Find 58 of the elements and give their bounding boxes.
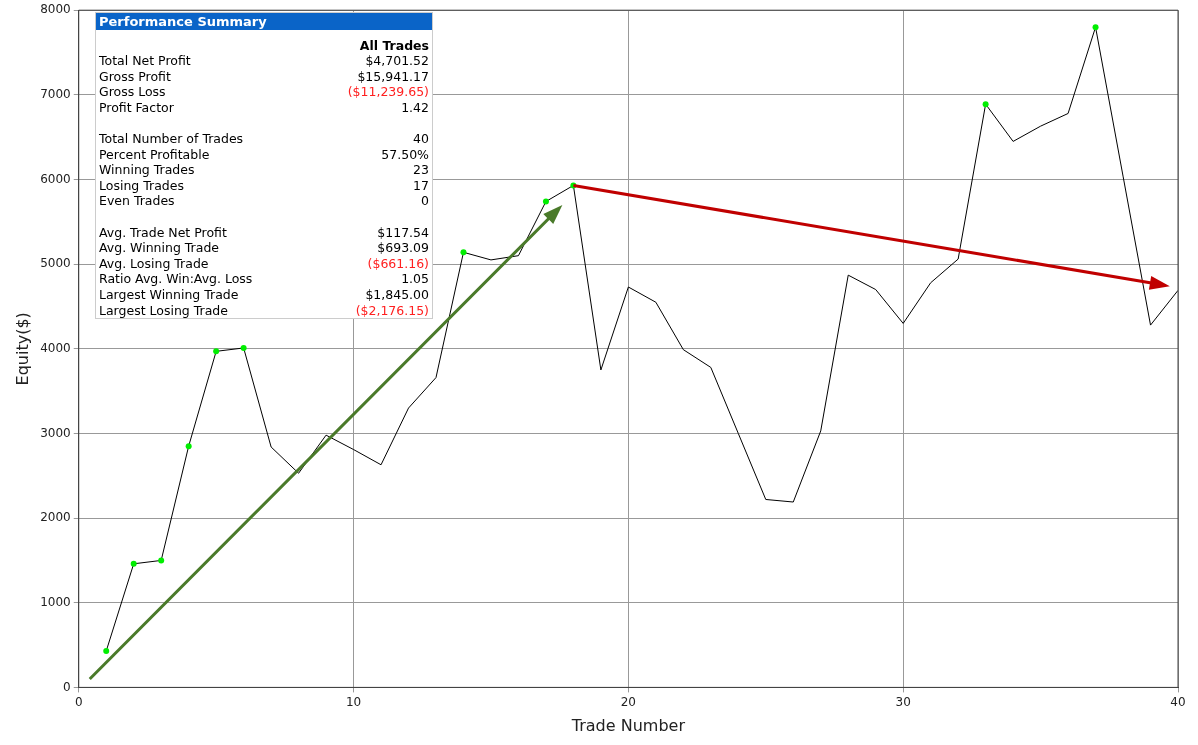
annotation: $4,701.52 [365,53,429,69]
y-tick-label: 6000 [40,171,71,186]
y-axis-title: Equity($) [12,312,32,386]
annotation: 17 [413,177,429,194]
point [213,348,220,355]
y-tick-label: 2000 [40,510,71,525]
annotation: Percent Profitable [99,146,210,163]
annotation: 57.50% [381,146,429,163]
annotation: All Trades [358,37,430,53]
point [158,557,165,564]
annotation: 0 [421,193,429,209]
y-tick-label: 4000 [40,340,71,355]
x-tick-label: 30 [895,694,911,709]
annotation: 40 [413,130,429,147]
y-tick-label: 1000 [40,594,71,609]
y-tick-label: 3000 [40,425,71,440]
annotation: Even Trades [99,193,175,209]
x-tick-label: 0 [74,694,83,709]
y-tick-label: 5000 [40,256,71,271]
point [1092,24,1099,31]
annotation: 1.42 [401,99,429,116]
annotation: $1,845.00 [365,286,429,303]
annotation: ($2,176.15) [355,302,429,319]
point [130,560,137,567]
annotation: 23 [413,162,429,178]
annotation: 1.05 [401,271,429,287]
header-strip: Performance Summary [96,13,432,30]
annotation: Total Net Profit [99,53,191,69]
annotation: Profit Factor [99,99,174,116]
annotation: $117.54 [377,224,429,241]
annotation: Gross Loss [99,84,166,100]
annotation: Ratio Avg. Win:Avg. Loss [99,271,253,287]
y-tick-label: 0 [63,679,71,694]
x-axis-title: Trade Number [570,715,686,735]
point [240,344,247,351]
annotation: Avg. Losing Trade [99,255,209,272]
point [103,648,110,654]
annotation: Losing Trades [99,177,184,194]
annotation: Avg. Trade Net Profit [99,224,227,241]
annotation: Largest Winning Trade [99,286,239,303]
annotation: Total Number of Trades [99,130,244,147]
point [185,443,192,450]
annotation: ($11,239.65) [347,84,429,100]
x-tick-label: 20 [620,694,637,709]
y-tick-label: 8000 [40,2,71,17]
annotation: $15,941.17 [357,68,429,85]
annotation: Avg. Winning Trade [99,240,220,256]
annotation: $693.09 [377,240,429,256]
point [982,101,989,108]
annotation: ($661.16) [367,255,429,272]
x-tick-label: 40 [1170,694,1186,709]
point [542,198,549,205]
annotation: Gross Profit [99,68,171,85]
y-tick-label: 7000 [40,86,71,101]
annotation: Winning Trades [99,162,195,178]
annotation: Largest Losing Trade [99,302,228,319]
x-tick-label: 10 [345,694,362,709]
point [460,249,467,256]
